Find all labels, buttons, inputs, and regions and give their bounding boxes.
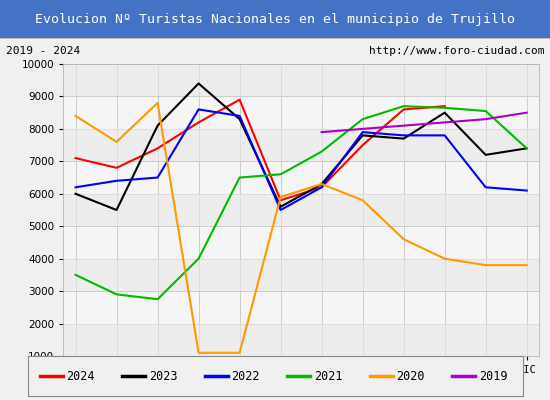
Text: 2022: 2022 — [231, 370, 260, 382]
Text: 2024: 2024 — [67, 370, 95, 382]
Bar — [63, 64, 539, 96]
Bar — [63, 324, 539, 356]
Text: 2023: 2023 — [148, 370, 177, 382]
Text: 2020: 2020 — [396, 370, 425, 382]
Text: Evolucion Nº Turistas Nacionales en el municipio de Trujillo: Evolucion Nº Turistas Nacionales en el m… — [35, 12, 515, 26]
Bar — [63, 194, 539, 226]
Bar — [63, 259, 539, 291]
Text: 2019: 2019 — [478, 370, 507, 382]
Bar — [63, 129, 539, 161]
Text: 2021: 2021 — [314, 370, 342, 382]
Text: http://www.foro-ciudad.com: http://www.foro-ciudad.com — [369, 46, 544, 56]
Text: 2019 - 2024: 2019 - 2024 — [6, 46, 80, 56]
